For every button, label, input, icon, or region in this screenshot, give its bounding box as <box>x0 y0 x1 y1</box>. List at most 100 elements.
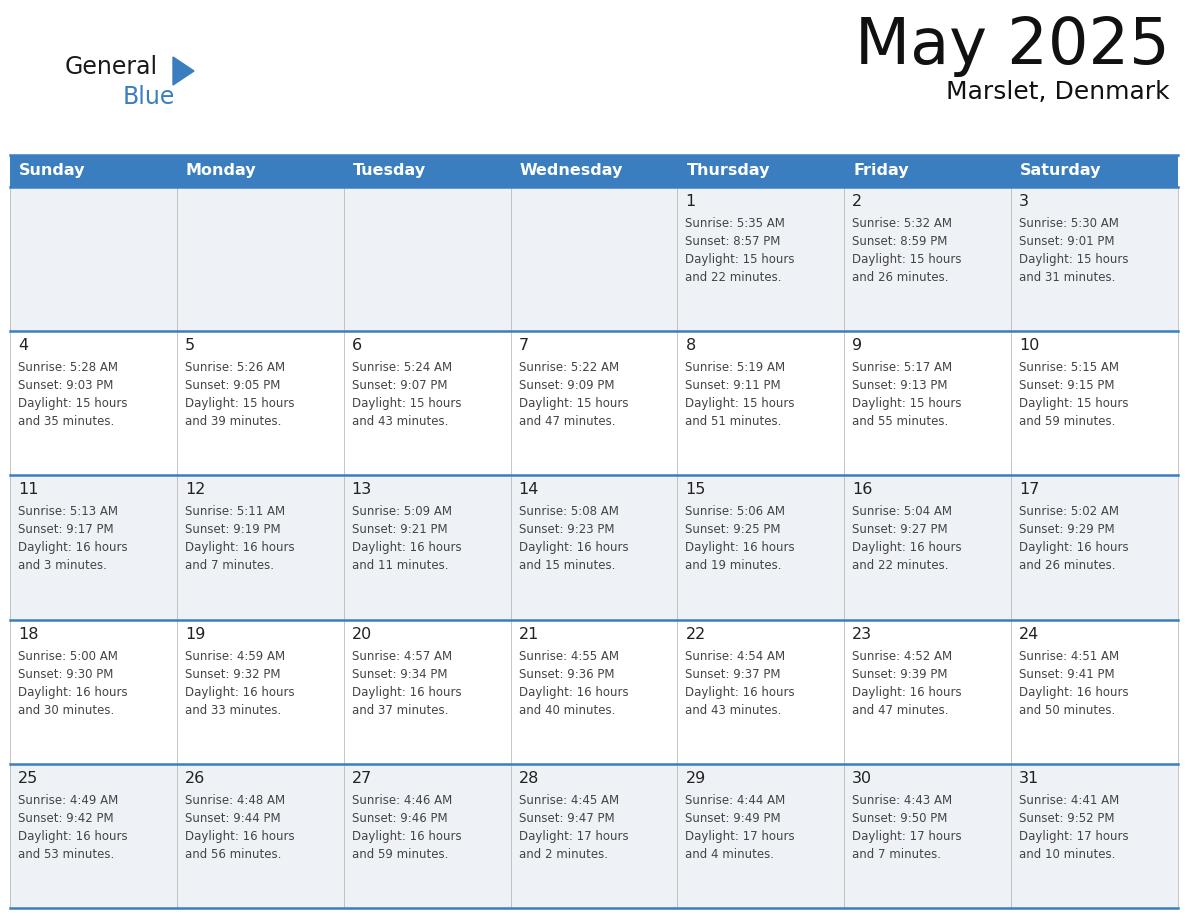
Text: and 26 minutes.: and 26 minutes. <box>1019 559 1116 573</box>
Text: Daylight: 17 hours: Daylight: 17 hours <box>519 830 628 843</box>
Text: and 35 minutes.: and 35 minutes. <box>18 415 114 428</box>
Text: Daylight: 16 hours: Daylight: 16 hours <box>18 686 127 699</box>
Bar <box>177 155 343 187</box>
Text: 31: 31 <box>1019 771 1040 786</box>
Text: Sunset: 9:30 PM: Sunset: 9:30 PM <box>18 667 113 680</box>
Text: Daylight: 16 hours: Daylight: 16 hours <box>352 686 461 699</box>
Text: Sunrise: 4:51 AM: Sunrise: 4:51 AM <box>1019 650 1119 663</box>
Text: Sunrise: 5:02 AM: Sunrise: 5:02 AM <box>1019 506 1119 519</box>
Text: and 31 minutes.: and 31 minutes. <box>1019 271 1116 284</box>
Text: 15: 15 <box>685 482 706 498</box>
Text: Sunset: 9:37 PM: Sunset: 9:37 PM <box>685 667 781 680</box>
Text: Sunrise: 4:45 AM: Sunrise: 4:45 AM <box>519 794 619 807</box>
Text: 3: 3 <box>1019 194 1029 209</box>
Text: Daylight: 16 hours: Daylight: 16 hours <box>185 686 295 699</box>
Text: 30: 30 <box>852 771 872 786</box>
Text: Sunrise: 5:09 AM: Sunrise: 5:09 AM <box>352 506 451 519</box>
Text: Tuesday: Tuesday <box>353 163 425 178</box>
Text: Sunset: 9:41 PM: Sunset: 9:41 PM <box>1019 667 1114 680</box>
Text: Sunrise: 5:35 AM: Sunrise: 5:35 AM <box>685 217 785 230</box>
Text: Daylight: 15 hours: Daylight: 15 hours <box>185 397 295 410</box>
Bar <box>1011 155 1178 187</box>
Text: 1: 1 <box>685 194 696 209</box>
Text: and 7 minutes.: and 7 minutes. <box>185 559 274 573</box>
Text: Sunrise: 5:11 AM: Sunrise: 5:11 AM <box>185 506 285 519</box>
Text: and 59 minutes.: and 59 minutes. <box>352 848 448 861</box>
Text: and 51 minutes.: and 51 minutes. <box>685 415 782 428</box>
Bar <box>10 187 1178 331</box>
Text: 29: 29 <box>685 771 706 786</box>
Text: and 22 minutes.: and 22 minutes. <box>852 559 949 573</box>
Text: Sunrise: 4:57 AM: Sunrise: 4:57 AM <box>352 650 451 663</box>
Text: 18: 18 <box>18 627 38 642</box>
Text: 6: 6 <box>352 338 362 353</box>
Text: Sunset: 9:49 PM: Sunset: 9:49 PM <box>685 812 781 824</box>
Text: Daylight: 17 hours: Daylight: 17 hours <box>685 830 795 843</box>
Text: and 2 minutes.: and 2 minutes. <box>519 848 607 861</box>
Text: Sunset: 9:36 PM: Sunset: 9:36 PM <box>519 667 614 680</box>
Text: Sunset: 9:32 PM: Sunset: 9:32 PM <box>185 667 280 680</box>
Text: Sunset: 9:15 PM: Sunset: 9:15 PM <box>1019 379 1114 392</box>
Text: Sunrise: 5:06 AM: Sunrise: 5:06 AM <box>685 506 785 519</box>
Text: 12: 12 <box>185 482 206 498</box>
Text: Sunrise: 5:19 AM: Sunrise: 5:19 AM <box>685 361 785 375</box>
Text: Sunset: 9:19 PM: Sunset: 9:19 PM <box>185 523 280 536</box>
Bar <box>10 155 177 187</box>
Text: Sunrise: 4:43 AM: Sunrise: 4:43 AM <box>852 794 953 807</box>
Text: 28: 28 <box>519 771 539 786</box>
Text: 20: 20 <box>352 627 372 642</box>
Text: and 4 minutes.: and 4 minutes. <box>685 848 775 861</box>
Text: Sunset: 9:03 PM: Sunset: 9:03 PM <box>18 379 113 392</box>
Text: and 33 minutes.: and 33 minutes. <box>185 703 282 717</box>
Text: and 40 minutes.: and 40 minutes. <box>519 703 615 717</box>
Text: 27: 27 <box>352 771 372 786</box>
Text: 11: 11 <box>18 482 38 498</box>
Text: Sunset: 9:11 PM: Sunset: 9:11 PM <box>685 379 781 392</box>
Text: Sunset: 9:34 PM: Sunset: 9:34 PM <box>352 667 447 680</box>
Text: and 56 minutes.: and 56 minutes. <box>185 848 282 861</box>
Text: and 15 minutes.: and 15 minutes. <box>519 559 615 573</box>
Text: Daylight: 16 hours: Daylight: 16 hours <box>852 686 962 699</box>
Text: Daylight: 16 hours: Daylight: 16 hours <box>685 686 795 699</box>
Text: Sunrise: 5:30 AM: Sunrise: 5:30 AM <box>1019 217 1119 230</box>
Text: Sunrise: 5:26 AM: Sunrise: 5:26 AM <box>185 361 285 375</box>
Text: Daylight: 16 hours: Daylight: 16 hours <box>18 830 127 843</box>
Text: Daylight: 15 hours: Daylight: 15 hours <box>852 397 962 410</box>
Text: Sunrise: 5:00 AM: Sunrise: 5:00 AM <box>18 650 118 663</box>
Text: Sunrise: 4:55 AM: Sunrise: 4:55 AM <box>519 650 619 663</box>
Text: 4: 4 <box>18 338 29 353</box>
Text: Daylight: 16 hours: Daylight: 16 hours <box>352 542 461 554</box>
Text: Sunrise: 4:44 AM: Sunrise: 4:44 AM <box>685 794 785 807</box>
Text: 22: 22 <box>685 627 706 642</box>
Text: Marslet, Denmark: Marslet, Denmark <box>947 80 1170 104</box>
Text: Daylight: 16 hours: Daylight: 16 hours <box>519 542 628 554</box>
Bar <box>511 155 677 187</box>
Text: and 10 minutes.: and 10 minutes. <box>1019 848 1116 861</box>
Text: and 3 minutes.: and 3 minutes. <box>18 559 107 573</box>
Text: Sunset: 9:47 PM: Sunset: 9:47 PM <box>519 812 614 824</box>
Text: 17: 17 <box>1019 482 1040 498</box>
Text: Friday: Friday <box>853 163 909 178</box>
Text: Sunset: 9:25 PM: Sunset: 9:25 PM <box>685 523 781 536</box>
Text: Daylight: 15 hours: Daylight: 15 hours <box>519 397 628 410</box>
Text: Sunrise: 5:13 AM: Sunrise: 5:13 AM <box>18 506 118 519</box>
Bar <box>845 155 1011 187</box>
Bar <box>10 331 1178 476</box>
Text: Sunset: 9:21 PM: Sunset: 9:21 PM <box>352 523 448 536</box>
Text: Sunset: 9:05 PM: Sunset: 9:05 PM <box>185 379 280 392</box>
Text: Daylight: 15 hours: Daylight: 15 hours <box>685 397 795 410</box>
Text: Sunset: 9:13 PM: Sunset: 9:13 PM <box>852 379 948 392</box>
Text: Daylight: 16 hours: Daylight: 16 hours <box>185 542 295 554</box>
Text: Sunset: 8:57 PM: Sunset: 8:57 PM <box>685 235 781 248</box>
Text: Daylight: 16 hours: Daylight: 16 hours <box>18 542 127 554</box>
Text: Sunset: 9:42 PM: Sunset: 9:42 PM <box>18 812 114 824</box>
Text: Sunrise: 4:46 AM: Sunrise: 4:46 AM <box>352 794 451 807</box>
Text: Blue: Blue <box>124 85 176 109</box>
Polygon shape <box>173 57 194 85</box>
Text: Sunrise: 5:22 AM: Sunrise: 5:22 AM <box>519 361 619 375</box>
Text: and 30 minutes.: and 30 minutes. <box>18 703 114 717</box>
Text: and 43 minutes.: and 43 minutes. <box>352 415 448 428</box>
Text: and 55 minutes.: and 55 minutes. <box>852 415 948 428</box>
Text: Sunset: 9:23 PM: Sunset: 9:23 PM <box>519 523 614 536</box>
Text: Sunset: 9:39 PM: Sunset: 9:39 PM <box>852 667 948 680</box>
